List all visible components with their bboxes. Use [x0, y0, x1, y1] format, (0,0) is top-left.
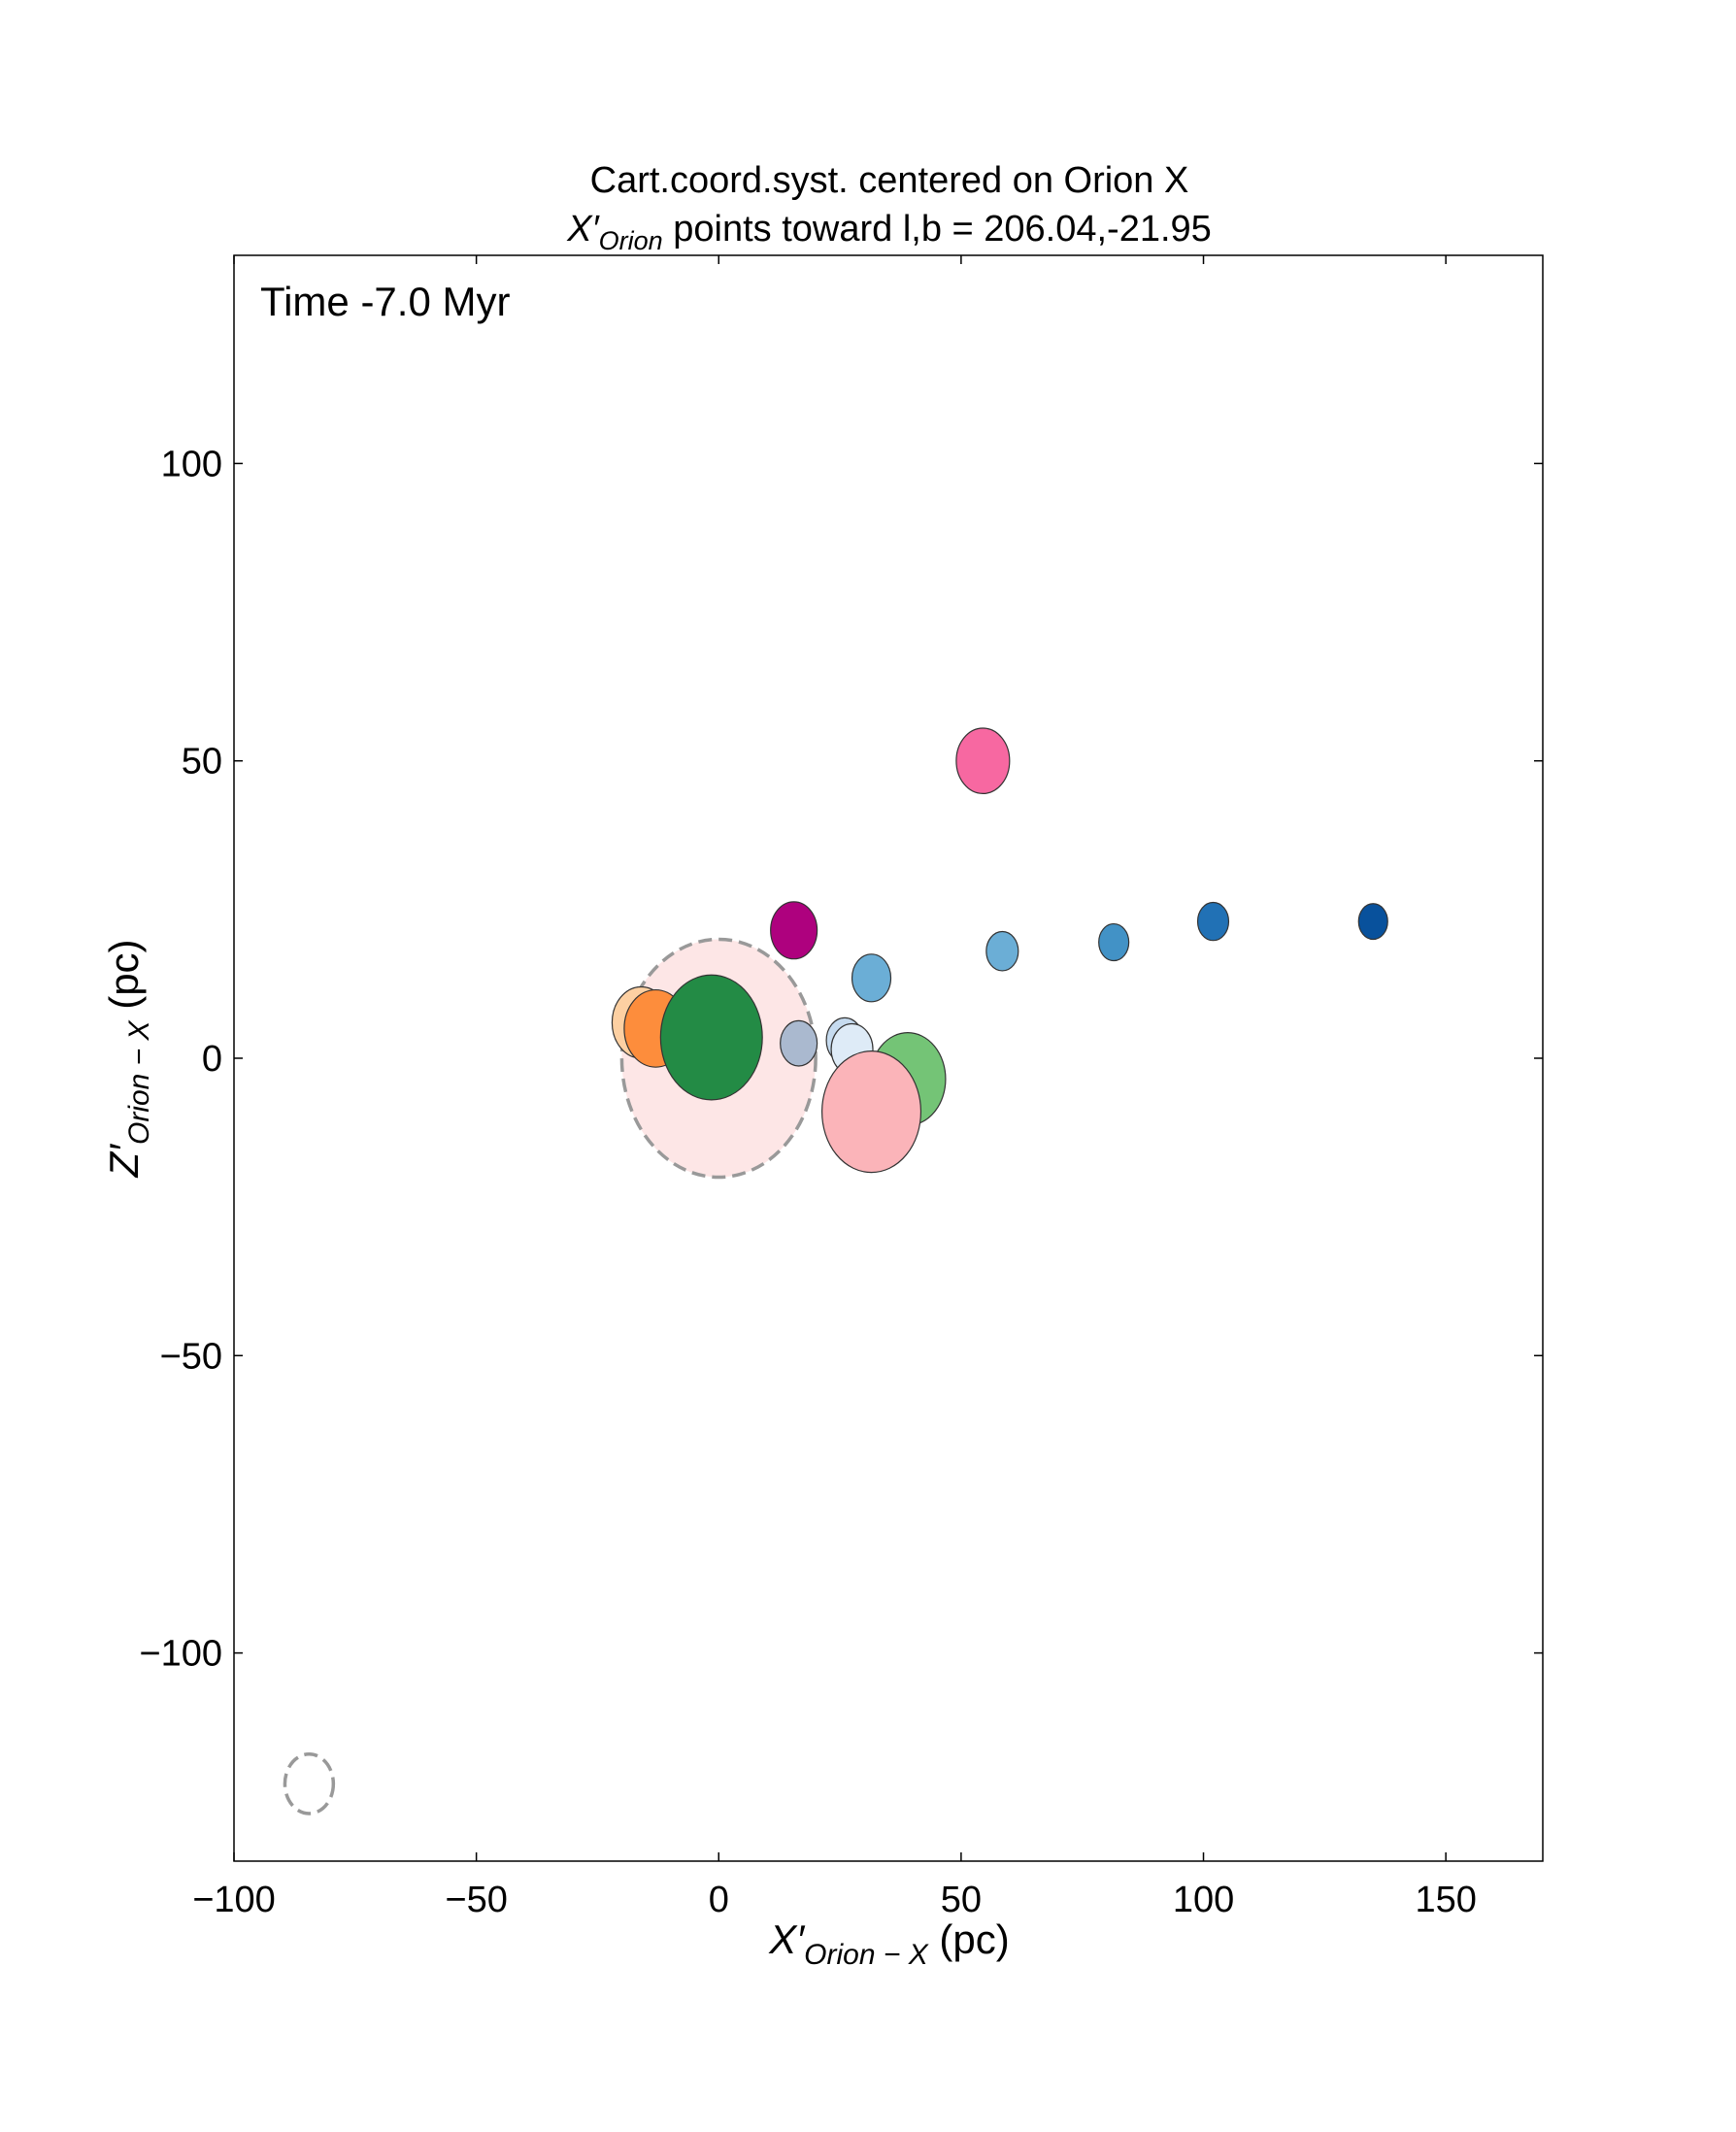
y-tick-label-1: −50 — [160, 1336, 222, 1377]
x-axis-subscript: Orion − X — [804, 1939, 929, 1971]
data-point-15 — [1357, 903, 1388, 941]
y-axis-unit: (pc) — [101, 939, 147, 1020]
x-axis-unit: (pc) — [928, 1916, 1010, 1962]
data-point-12 — [985, 930, 1019, 972]
y-tick-label-0: −100 — [139, 1634, 222, 1675]
y-tick-label-2: 0 — [202, 1039, 222, 1080]
x-axis-symbol: X′ — [768, 1916, 806, 1962]
chart-title-line2: X′Orion points toward l,b = 206.04,-21.9… — [566, 209, 1212, 255]
data-point-13 — [1098, 922, 1130, 962]
x-tick-label-0: −100 — [192, 1880, 276, 1920]
y-axis-subscript: Orion − X — [123, 1019, 155, 1145]
y-tick-label-3: 50 — [182, 742, 222, 783]
plot-area — [233, 254, 1544, 1862]
y-axis-symbol: Z′ — [101, 1143, 147, 1179]
ticks-group: −100 −50 0 50 100 150 −100 −50 0 50 100 — [139, 255, 1543, 1920]
data-point-9 — [851, 953, 892, 1003]
data-point-16 — [283, 1751, 336, 1816]
data-point-8 — [821, 1050, 922, 1174]
data-point-4 — [780, 1019, 818, 1067]
markers-group — [283, 727, 1388, 1816]
x-tick-label-3: 50 — [941, 1880, 982, 1920]
chart-title-line1: Cart.coord.syst. centered on Orion X — [590, 160, 1189, 201]
x-tick-label-4: 100 — [1173, 1880, 1234, 1920]
x-axis-label: X′Orion − X (pc) — [768, 1916, 1009, 1971]
time-annotation: Time -7.0 Myr — [260, 279, 510, 324]
data-point-10 — [770, 901, 818, 960]
data-point-3 — [659, 974, 763, 1101]
title-symbol: X′ — [566, 209, 600, 250]
y-axis-label: Z′Orion − X (pc) — [101, 939, 155, 1178]
x-tick-label-1: −50 — [445, 1880, 507, 1920]
x-tick-label-5: 150 — [1415, 1880, 1476, 1920]
data-point-14 — [1196, 901, 1230, 942]
title-subscript: Orion — [599, 226, 663, 255]
x-tick-label-2: 0 — [709, 1880, 729, 1920]
title-rest: points toward l,b = 206.04,-21.95 — [663, 209, 1212, 250]
y-tick-label-4: 100 — [161, 444, 222, 484]
data-point-11 — [955, 727, 1011, 794]
